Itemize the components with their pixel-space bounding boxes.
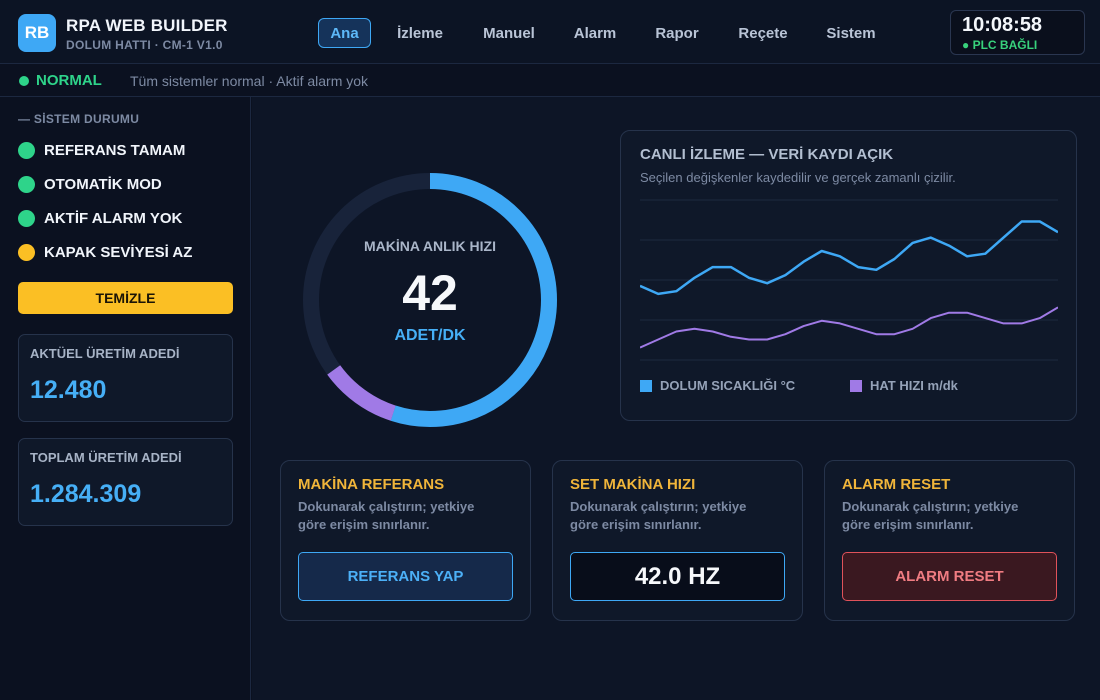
speed-setpoint-input[interactable]: 42.0 HZ <box>570 552 785 601</box>
speed-gauge <box>303 173 557 427</box>
indicator-led-icon <box>18 142 35 159</box>
app-subtitle: DOLUM HATTI · CM-1 V1.0 <box>66 38 223 52</box>
current-production-card <box>18 334 233 422</box>
clock-panel <box>950 10 1085 55</box>
set-speed-desc: Dokunarak çalıştırın; yetkiye göre erişi… <box>570 499 747 532</box>
alarm-reset-button[interactable]: ALARM RESET <box>842 552 1057 601</box>
gauge-unit: ADET/DK <box>394 327 466 344</box>
machine-reference-title: MAKİNA REFERANS <box>298 476 445 493</box>
indicator-no-alarm: AKTİF ALARM YOK <box>44 210 183 227</box>
nav-tab-recete[interactable]: Reçete <box>738 24 788 42</box>
live-line-chart <box>640 199 1058 361</box>
nav-tab-rapor[interactable]: Rapor <box>655 24 699 42</box>
alarm-reset-title: ALARM RESET <box>842 476 951 493</box>
indicator-auto-mode: OTOMATİK MOD <box>44 176 162 193</box>
indicator-cap-level-low: KAPAK SEVİYESİ AZ <box>44 244 193 261</box>
status-dot-icon <box>19 76 29 86</box>
legend-label-temperature: DOLUM SICAKLIĞI °C <box>660 378 796 393</box>
current-production-value: 12.480 <box>30 376 107 404</box>
current-production-label: AKTÜEL ÜRETİM ADEDİ <box>30 346 180 361</box>
live-chart-subtitle: Seçilen değişkenler kaydedilir ve gerçek… <box>640 170 956 185</box>
series-line-line-speed <box>640 306 1058 349</box>
legend-swatch-line-speed <box>850 380 862 392</box>
live-chart-title: CANLI İZLEME — VERİ KAYDI AÇIK <box>640 146 894 163</box>
series-line-temperature <box>640 220 1058 296</box>
indicator-reference-ok: REFERANS TAMAM <box>44 142 186 159</box>
alarm-reset-desc: Dokunarak çalıştırın; yetkiye göre erişi… <box>842 499 1019 532</box>
legend-swatch-temperature <box>640 380 652 392</box>
machine-reference-desc: Dokunarak çalıştırın; yetkiye göre erişi… <box>298 499 475 532</box>
system-status-heading: — SİSTEM DURUMU <box>18 112 140 126</box>
total-production-label: TOPLAM ÜRETİM ADEDİ <box>30 450 182 465</box>
clean-button[interactable]: TEMİZLE <box>18 282 233 314</box>
indicator-led-icon <box>18 176 35 193</box>
total-production-value: 1.284.309 <box>30 480 142 508</box>
nav-tab-manuel[interactable]: Manuel <box>483 24 535 42</box>
indicator-led-icon <box>18 244 35 261</box>
gauge-fill-primary <box>303 173 557 427</box>
set-speed-title: SET MAKİNA HIZI <box>570 476 696 493</box>
nav-tab-izleme[interactable]: İzleme <box>397 24 443 42</box>
app-logo: RB <box>18 14 56 52</box>
plc-connection-status: ● PLC BAĞLI <box>962 38 1038 52</box>
status-strip <box>0 64 1100 97</box>
gauge-title: MAKİNA ANLIK HIZI <box>364 238 496 254</box>
gauge-value: 42 <box>402 265 458 321</box>
app-title: RPA WEB BUILDER <box>66 16 228 35</box>
reference-button[interactable]: REFERANS YAP <box>298 552 513 601</box>
clock-time: 10:08:58 <box>962 14 1043 36</box>
status-message: Tüm sistemler normal · Aktif alarm yok <box>130 73 369 89</box>
nav-tab-alarm[interactable]: Alarm <box>573 24 617 42</box>
top-header <box>0 0 1100 64</box>
legend-label-line-speed: HAT HIZI m/dk <box>870 378 958 393</box>
total-production-card <box>18 438 233 526</box>
indicator-led-icon <box>18 210 35 227</box>
nav-tab-ana[interactable]: Ana <box>318 18 371 48</box>
nav-tab-sistem[interactable]: Sistem <box>826 24 876 42</box>
system-status: NORMAL <box>36 72 102 89</box>
